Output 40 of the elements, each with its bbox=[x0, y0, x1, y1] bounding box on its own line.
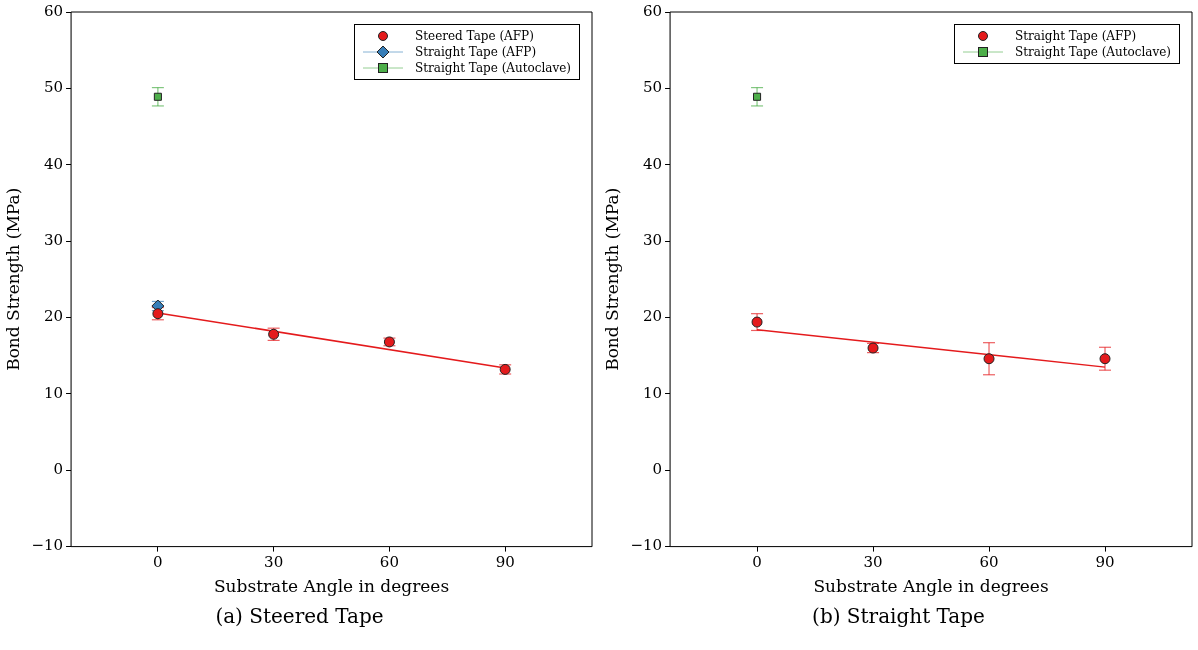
y-tick-label: 0 bbox=[53, 460, 64, 479]
y-tick-label: −10 bbox=[31, 536, 64, 555]
legend-label: Steered Tape (AFP) bbox=[415, 29, 534, 43]
legend-label: Straight Tape (AFP) bbox=[1015, 29, 1137, 43]
x-tick-label: 90 bbox=[1095, 553, 1115, 572]
x-tick-label: 60 bbox=[979, 553, 999, 572]
y-tick-label: 30 bbox=[642, 231, 663, 249]
y-tick-label: 10 bbox=[43, 383, 64, 402]
legend-label: Straight Tape (Autoclave) bbox=[415, 61, 572, 75]
y-tick-label: 20 bbox=[43, 307, 64, 326]
x-axis-title: Substrate Angle in degrees bbox=[813, 576, 1049, 597]
y-tick-label: 40 bbox=[43, 154, 64, 173]
text: (b) Straight Tape bbox=[811, 604, 986, 628]
y-tick-label: 50 bbox=[642, 78, 663, 97]
x-tick-label: 60 bbox=[379, 553, 399, 572]
y-axis-title: Bond Strength (MPa) bbox=[601, 187, 622, 371]
y-tick-label: 60 bbox=[642, 1, 663, 20]
point bbox=[753, 92, 762, 101]
x-axis-title: Substrate Angle in degrees bbox=[213, 576, 450, 597]
y-axis-title: Bond Strength (MPa) bbox=[2, 187, 23, 371]
legend-label: Straight Tape (Autoclave) bbox=[1015, 45, 1172, 59]
legend-label: Straight Tape (AFP) bbox=[415, 45, 537, 59]
x-tick-label: 30 bbox=[264, 553, 284, 572]
point bbox=[983, 353, 995, 365]
y-tick-label: 30 bbox=[43, 231, 64, 249]
x-tick-label: 30 bbox=[863, 553, 883, 572]
x-tick-label: 0 bbox=[752, 553, 762, 572]
point bbox=[153, 92, 162, 101]
x-tick-label: 0 bbox=[153, 553, 163, 572]
point bbox=[751, 316, 763, 328]
y-tick-label: 20 bbox=[642, 307, 663, 326]
y-tick-label: 0 bbox=[652, 460, 663, 479]
y-tick-label: −10 bbox=[630, 536, 663, 555]
y-tick-label: 50 bbox=[43, 78, 64, 97]
point bbox=[1099, 353, 1111, 365]
y-tick-label: 40 bbox=[642, 154, 663, 173]
y-tick-label: 60 bbox=[43, 1, 64, 20]
text: (a) Steered Tape bbox=[214, 604, 385, 628]
x-tick-label: 90 bbox=[495, 553, 515, 572]
y-tick-label: 10 bbox=[642, 383, 663, 402]
